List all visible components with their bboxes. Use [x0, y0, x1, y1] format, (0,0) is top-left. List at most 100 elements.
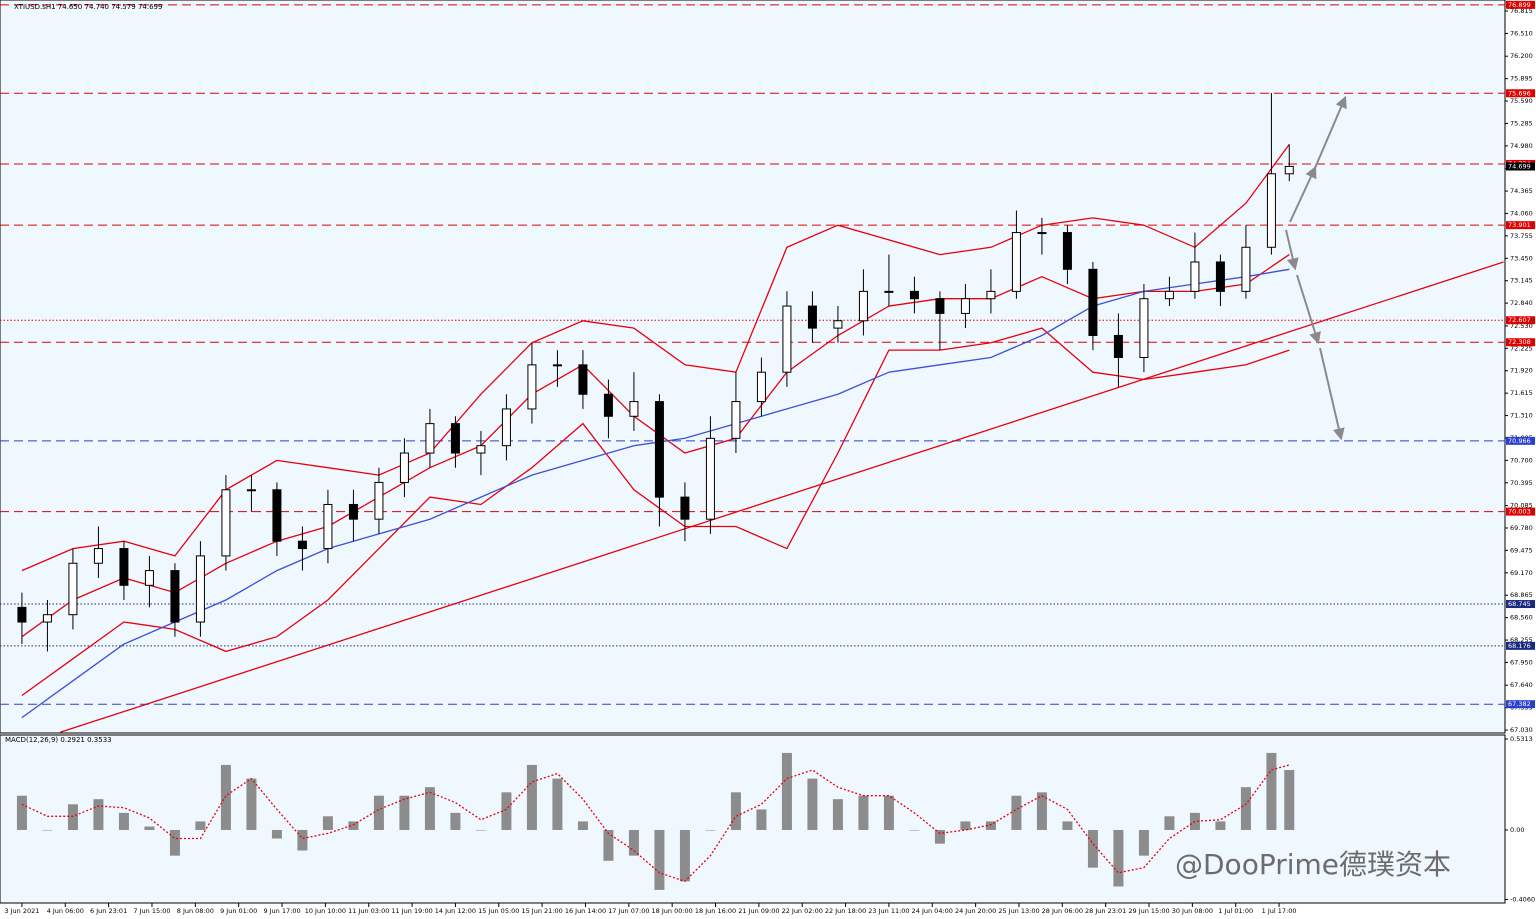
y-tick-label: 73.145 [1510, 277, 1533, 285]
level-tag [1506, 221, 1535, 230]
macd-bar [526, 764, 537, 830]
macd-bar [195, 821, 206, 830]
y-tick-label: 74.980 [1510, 142, 1533, 150]
candle-body [986, 290, 996, 300]
x-tick-label: 14 Jun 12:00 [435, 907, 476, 915]
candle-body [297, 540, 307, 550]
macd-bar [909, 829, 920, 831]
macd-bar [960, 821, 971, 830]
x-tick-label: 10 Jun 10:00 [305, 907, 346, 915]
candle-body [246, 489, 256, 492]
candle-body [42, 614, 52, 623]
x-tick-label: 11 Jun 03:00 [348, 907, 389, 915]
x-tick-label: 16 Jun 14:00 [565, 907, 606, 915]
macd-bar [654, 829, 665, 890]
projection-arrow [1319, 347, 1345, 441]
candle-body [807, 305, 817, 329]
candle-body [705, 437, 715, 520]
macd-bar [1036, 792, 1047, 830]
candle-body [884, 290, 894, 293]
projection-arrow [1289, 165, 1317, 223]
candle-body [93, 548, 103, 564]
candle-body [527, 364, 537, 410]
x-tick-label: 4 Jun 06:00 [47, 907, 84, 915]
macd-bar [1240, 787, 1251, 830]
level-tag [1506, 0, 1535, 9]
candle-body [1190, 261, 1200, 292]
candle-body [1062, 232, 1072, 270]
level-tag [1506, 700, 1535, 709]
projection-arrow [1285, 229, 1299, 271]
macd-bar [1062, 821, 1073, 830]
macd-bar [552, 778, 563, 830]
x-tick-label: 1 Jul 17:00 [1262, 907, 1297, 915]
x-tick-label: 1 Jul 01:00 [1218, 907, 1253, 915]
macd-bar [1284, 770, 1295, 830]
candle-body [629, 401, 639, 417]
y-tick-label: 76.510 [1510, 29, 1533, 37]
candle-body [1037, 232, 1047, 235]
macd-bar [475, 829, 486, 831]
candle-body [1088, 268, 1098, 336]
candle-body [1266, 173, 1276, 248]
macd-bar [220, 764, 231, 830]
candle-body [221, 489, 231, 557]
macd-bar [1138, 829, 1149, 856]
y-tick-label: 73.755 [1510, 232, 1533, 240]
projection-arrow [1296, 274, 1321, 345]
candle-body [476, 445, 486, 454]
macd-bar [450, 812, 461, 830]
macd-title: MACD(12,26,9) 0.2921 0.3533 [5, 736, 112, 744]
macd-bar [577, 821, 588, 830]
x-tick-label: 22 Jun 02:00 [782, 907, 823, 915]
x-tick-label: 29 Jun 15:00 [1128, 907, 1169, 915]
candle-body [272, 489, 282, 542]
candle-body [1241, 246, 1251, 292]
level-label: 75.696 [1508, 89, 1531, 97]
x-tick-label: 15 Jun 21:00 [521, 907, 562, 915]
y-tick-label: -0.4060 [1510, 895, 1535, 903]
y-tick-label: 75.285 [1510, 119, 1533, 127]
macd-bar [322, 816, 333, 830]
x-tick-label: 28 Jun 23:01 [1085, 907, 1126, 915]
macd-bar [67, 804, 78, 830]
candle-body [1284, 165, 1294, 175]
macd-bar [297, 829, 308, 851]
y-tick-label: 69.780 [1510, 524, 1533, 532]
y-tick-label: 72.530 [1510, 322, 1533, 330]
level-tag [1506, 641, 1535, 650]
candle-body [833, 320, 843, 329]
macd-bar [271, 829, 282, 839]
indicator-line [21, 144, 1290, 572]
candle-body [195, 555, 205, 623]
candle-body [450, 423, 460, 454]
candle-body [1139, 298, 1149, 358]
macd-bar [144, 826, 155, 830]
candle-body [399, 452, 409, 483]
macd-bar [934, 829, 945, 844]
y-tick-label: 67.950 [1510, 658, 1533, 666]
candle-body [909, 290, 919, 300]
level-label: 72.607 [1508, 316, 1531, 324]
x-tick-label: 18 Jun 00:00 [652, 907, 693, 915]
y-tick-label: 76.815 [1510, 7, 1533, 15]
macd-bar [501, 792, 512, 830]
level-label: 68.176 [1508, 642, 1531, 650]
macd-bar [832, 799, 843, 830]
macd-bar [373, 795, 384, 830]
price-panel [0, 0, 1506, 734]
macd-bar [679, 829, 690, 882]
candle-body [119, 548, 129, 586]
y-tick-label: 67.030 [1510, 726, 1533, 734]
y-tick-label: 72.225 [1510, 344, 1533, 352]
signal-line [21, 764, 1290, 883]
candle-body [1113, 334, 1123, 358]
macd-bar [756, 809, 767, 830]
x-tick-label: 7 Jun 15:00 [133, 907, 170, 915]
y-tick-label: 70.395 [1510, 479, 1533, 487]
candle-body [68, 562, 78, 616]
macd-bar [169, 829, 180, 856]
macd-bar [1215, 821, 1226, 830]
